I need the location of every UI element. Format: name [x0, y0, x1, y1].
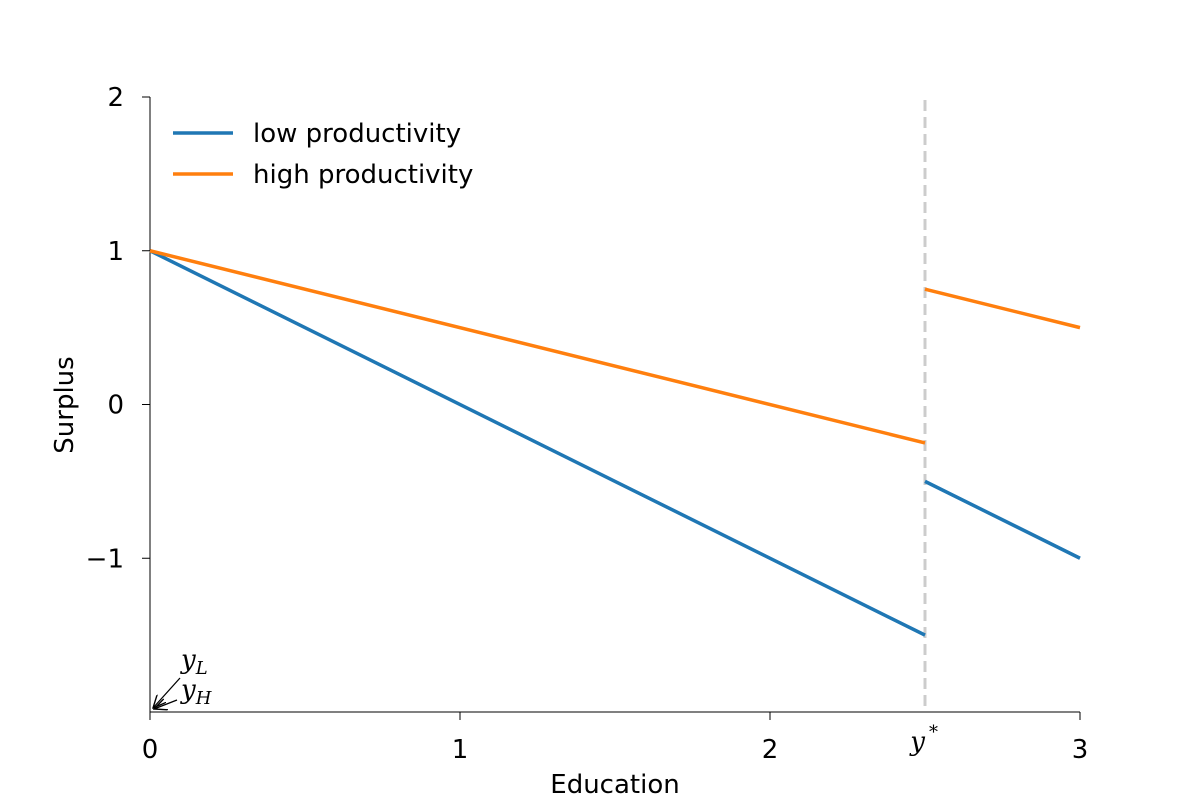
y-axis-label: Surplus: [50, 356, 80, 453]
legend-label: high productivity: [253, 160, 473, 190]
annotation-y-low: yL: [180, 645, 208, 679]
legend: low productivity high productivity: [173, 119, 473, 190]
legend-label: low productivity: [253, 119, 461, 149]
threshold-label-star: *: [929, 722, 938, 743]
series-1-segment-1: [924, 287, 1081, 330]
threshold-label: y: [909, 727, 925, 757]
x-ticks: 0 1 2 3: [142, 712, 1089, 765]
series-0-segment-1: [924, 479, 1081, 560]
annotation-y-high: yH: [180, 675, 212, 709]
y-tick-label: 2: [107, 83, 124, 113]
y-tick-label: −1: [86, 544, 124, 574]
x-tick-label: 0: [142, 735, 159, 765]
series-group: [149, 249, 1081, 637]
annotation-arrow-high: [154, 700, 178, 709]
x-tick-label: 2: [762, 735, 779, 765]
x-axis-label: Education: [550, 770, 679, 800]
y-ticks: −1 0 1 2: [86, 83, 150, 574]
y-tick-label: 0: [107, 391, 124, 421]
annotations: yL yH: [153, 645, 212, 709]
x-tick-label: 3: [1072, 735, 1089, 765]
y-tick-label: 1: [107, 237, 124, 267]
series-1-segment-0: [149, 249, 926, 445]
x-tick-label: 1: [452, 735, 469, 765]
series-0-segment-0: [149, 249, 926, 637]
